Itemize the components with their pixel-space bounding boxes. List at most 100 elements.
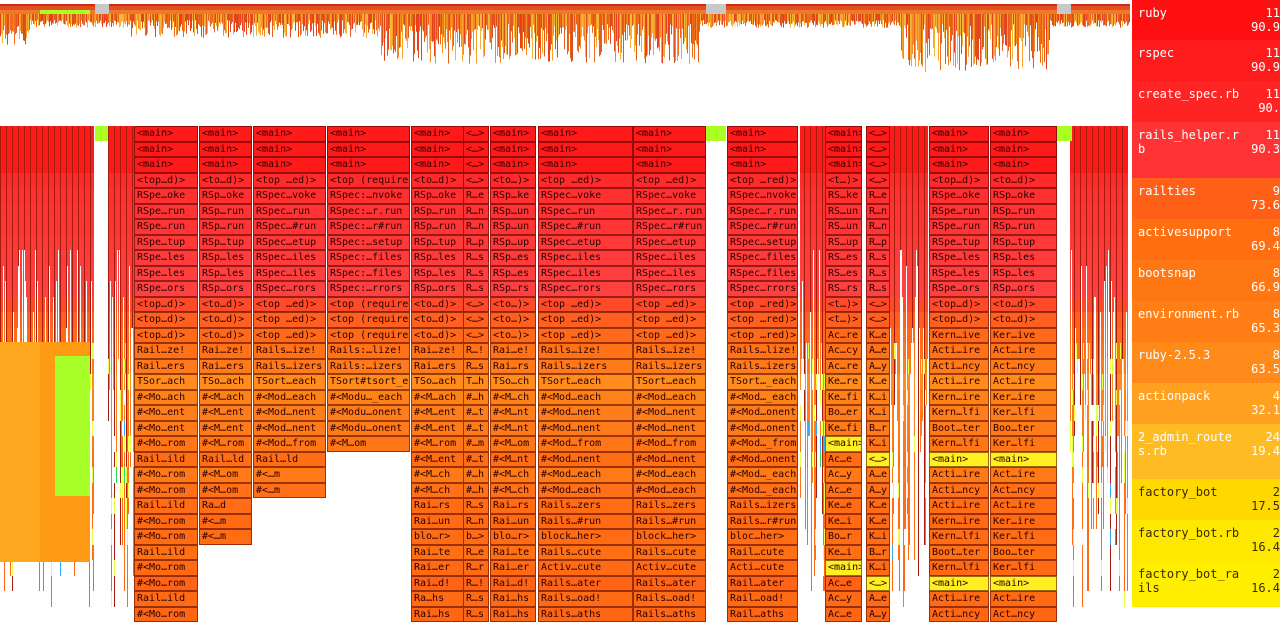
flame-sliver[interactable] [20, 157, 21, 173]
flame-sliver[interactable] [93, 203, 94, 219]
flame-sliver[interactable] [38, 188, 39, 204]
flame-sliver[interactable] [918, 467, 919, 483]
flame-frame[interactable]: Rai…rs [490, 498, 536, 514]
flame-sliver[interactable] [40, 219, 41, 235]
flame-sliver[interactable] [4, 188, 5, 204]
flame-sliver[interactable] [16, 141, 17, 157]
flame-sliver[interactable] [927, 188, 928, 204]
flame-frame[interactable]: RSp…ke [490, 188, 536, 204]
flame-sliver[interactable] [27, 281, 28, 297]
flame-sliver[interactable] [66, 296, 67, 312]
flame-sliver[interactable] [807, 482, 808, 498]
flame-sliver[interactable] [922, 358, 923, 374]
flame-sliver[interactable] [905, 389, 906, 405]
flame-sliver[interactable] [927, 312, 928, 328]
flame-sliver[interactable] [79, 312, 80, 328]
flame-sliver[interactable] [1127, 327, 1128, 343]
flame-sliver[interactable] [0, 296, 1, 312]
flame-sliver[interactable] [109, 343, 110, 359]
flame-sliver[interactable] [37, 219, 38, 235]
flame-sliver[interactable] [130, 405, 131, 421]
flame-sliver[interactable] [918, 358, 919, 374]
flame-sliver[interactable] [33, 296, 34, 312]
flame-sliver[interactable] [899, 544, 900, 560]
flame-sliver[interactable] [1077, 358, 1078, 374]
flame-sliver[interactable] [26, 281, 27, 297]
flame-frame[interactable]: <to…)> [490, 327, 536, 343]
flame-sliver[interactable] [30, 203, 31, 219]
flame-sliver[interactable] [93, 265, 94, 281]
flame-sliver[interactable] [2, 296, 3, 312]
flame-sliver[interactable] [124, 482, 125, 498]
flame-sliver[interactable] [43, 172, 44, 188]
flame-sliver[interactable] [57, 250, 58, 266]
flame-frame[interactable]: #<Mo…rom [134, 482, 198, 498]
flame-frame[interactable]: <to…d)> [411, 172, 464, 188]
flame-sliver[interactable] [922, 389, 923, 405]
flame-sliver[interactable] [111, 420, 112, 436]
flame-sliver[interactable] [27, 234, 28, 250]
flame-frame[interactable]: #<M…nt [490, 451, 536, 467]
flame-sliver[interactable] [8, 188, 9, 204]
flame-sliver[interactable] [1105, 389, 1106, 405]
flame-sliver[interactable] [37, 126, 38, 142]
flame-sliver[interactable] [16, 172, 17, 188]
flame-frame[interactable]: #<Mo…rom [134, 606, 198, 622]
flame-frame[interactable]: RSp…es [490, 265, 536, 281]
flame-sliver[interactable] [37, 141, 38, 157]
flame-sliver[interactable] [1119, 575, 1120, 591]
flame-sliver[interactable] [114, 296, 115, 312]
flame-sliver[interactable] [30, 234, 31, 250]
flame-sliver[interactable] [909, 513, 910, 529]
flame-sliver[interactable] [33, 141, 34, 157]
flame-sliver[interactable] [27, 203, 28, 219]
flame-sliver[interactable] [899, 296, 900, 312]
flame-frame[interactable]: <top (required)> [327, 312, 410, 328]
flame-sliver[interactable] [1127, 513, 1128, 529]
flame-sliver[interactable] [27, 172, 28, 188]
flame-sliver[interactable] [33, 265, 34, 281]
flame-sliver[interactable] [93, 405, 94, 421]
flame-sliver[interactable] [1074, 358, 1075, 374]
flame-sliver[interactable] [1096, 498, 1097, 514]
flame-sliver[interactable] [26, 265, 27, 281]
flame-sliver[interactable] [22, 188, 23, 204]
flame-sliver[interactable] [130, 436, 131, 452]
flame-frame[interactable]: Rai…rs [411, 498, 464, 514]
flame-sliver[interactable] [1105, 296, 1106, 312]
flame-sliver[interactable] [909, 420, 910, 436]
flame-sliver[interactable] [915, 250, 916, 266]
flame-sliver[interactable] [1127, 467, 1128, 483]
flame-sliver[interactable] [1, 281, 2, 297]
flame-sliver[interactable] [122, 420, 123, 436]
flame-sliver[interactable] [13, 157, 14, 173]
flame-sliver[interactable] [10, 560, 11, 576]
flame-sliver[interactable] [812, 467, 813, 483]
flame-frame[interactable]: RSp…les [199, 250, 252, 266]
flame-sliver[interactable] [914, 436, 915, 452]
flame-sliver[interactable] [38, 157, 39, 173]
flame-sliver[interactable] [27, 327, 28, 343]
flame-sliver[interactable] [15, 157, 16, 173]
flame-frame[interactable]: <top (required)> [327, 327, 410, 343]
flame-frame[interactable]: #<M…rom [199, 436, 252, 452]
flame-frame[interactable]: #<…m [253, 467, 326, 483]
flame-sliver[interactable] [128, 281, 129, 297]
flame-sliver[interactable] [1127, 451, 1128, 467]
flame-sliver[interactable] [1107, 327, 1108, 343]
flame-sliver[interactable] [26, 250, 27, 266]
flame-sliver[interactable] [127, 575, 128, 591]
flame-sliver[interactable] [16, 250, 17, 266]
flame-sliver[interactable] [1070, 374, 1071, 390]
flame-frame[interactable]: RSp…up [490, 234, 536, 250]
flame-sliver[interactable] [19, 126, 20, 142]
flame-frame[interactable]: <to…d)> [411, 312, 464, 328]
flame-sliver[interactable] [820, 374, 821, 390]
flame-sliver[interactable] [1121, 374, 1122, 390]
flame-sliver[interactable] [36, 157, 37, 173]
flame-sliver[interactable] [40, 296, 41, 312]
flame-sliver[interactable] [1082, 544, 1083, 560]
flame-frame[interactable]: TSor…ach [134, 374, 198, 390]
flame-sliver[interactable] [15, 296, 16, 312]
flame-frame[interactable]: Rai…un [411, 513, 464, 529]
